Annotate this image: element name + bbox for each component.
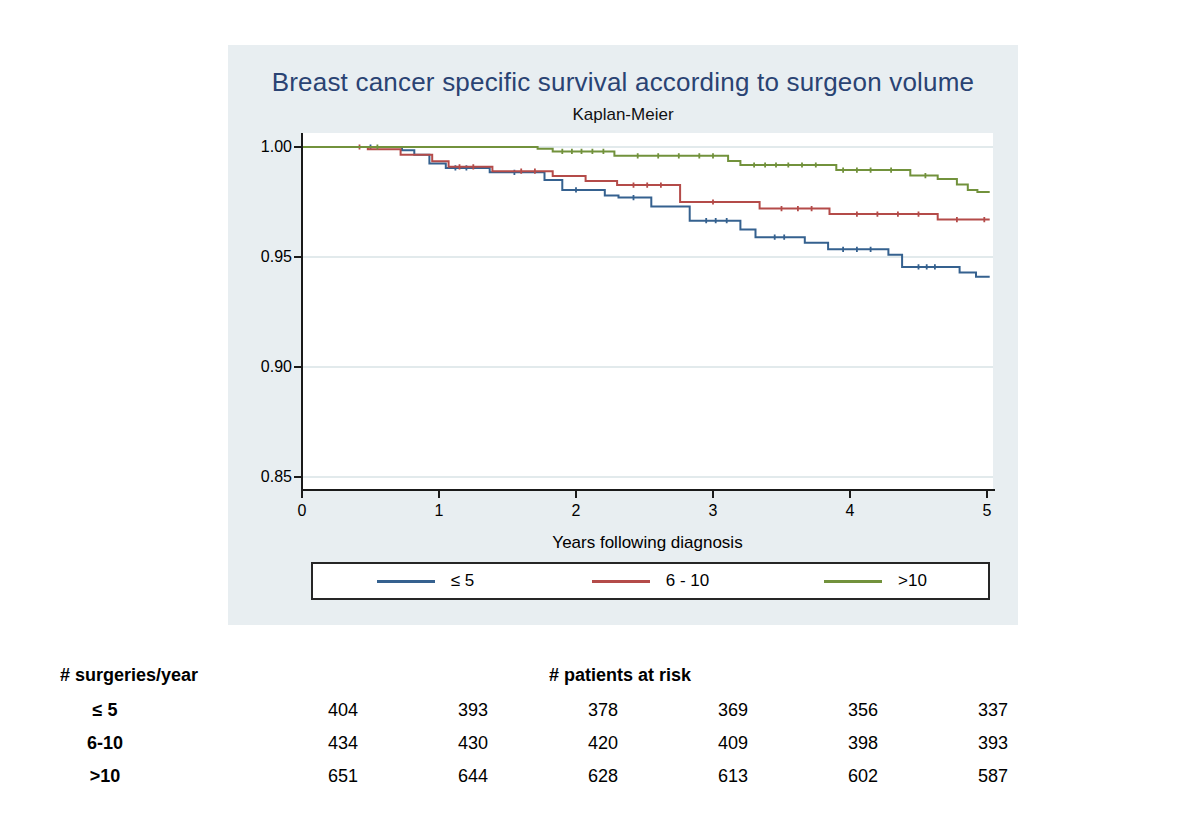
y-tick-label-0.85: 0.85 (236, 467, 292, 487)
x-tick-label-1: 1 (414, 502, 464, 520)
risk-count-cell: 337 (928, 694, 1058, 727)
risk-count-cell: 393 (928, 727, 1058, 760)
legend-label-gt10: >10 (898, 571, 927, 591)
risk-count-cell: 356 (798, 694, 928, 727)
x-tick-label-4: 4 (825, 502, 875, 520)
risk-count-cell: 409 (668, 727, 798, 760)
risk-row-spacer (210, 760, 278, 793)
x-tick-label-3: 3 (688, 502, 738, 520)
legend-entry-le5: ≤ 5 (313, 571, 538, 591)
y-tick-label-0.95: 0.95 (236, 247, 292, 267)
risk-table-rows: ≤ 54043933783693563376-10434430420409398… (0, 694, 1200, 793)
figure-title: Breast cancer specific survival accordin… (228, 67, 1018, 98)
risk-count-cell: 398 (798, 727, 928, 760)
risk-count-cell: 587 (928, 760, 1058, 793)
risk-count-cell: 651 (278, 760, 408, 793)
figure-subtitle: Kaplan-Meier (228, 105, 1018, 125)
risk-count-cell: 602 (798, 760, 928, 793)
y-tick-label-0.90: 0.90 (236, 357, 292, 377)
risk-count-cell: 378 (538, 694, 668, 727)
legend: ≤ 5 6 - 10 >10 (311, 562, 990, 600)
risk-count-cell: 644 (408, 760, 538, 793)
page: Breast cancer specific survival accordin… (0, 0, 1200, 826)
legend-entry-6-10: 6 - 10 (538, 571, 763, 591)
risk-table-row: >10 651644628613602587 (0, 760, 1200, 793)
risk-row-spacer (210, 694, 278, 727)
risk-row-label: 6-10 (0, 727, 210, 760)
risk-table-row-header: # surgeries/year (60, 665, 198, 686)
legend-swatch-6-10 (592, 580, 650, 583)
legend-entry-gt10: >10 (763, 571, 988, 591)
x-tick-label-0: 0 (277, 502, 327, 520)
legend-swatch-gt10 (824, 580, 882, 583)
y-tick-label-1.00: 1.00 (236, 137, 292, 157)
legend-swatch-le5 (377, 580, 435, 583)
risk-count-cell: 430 (408, 727, 538, 760)
risk-count-cell: 393 (408, 694, 538, 727)
legend-label-le5: ≤ 5 (451, 571, 475, 591)
km-figure-panel: Breast cancer specific survival accordin… (228, 45, 1018, 625)
risk-count-cell: 628 (538, 760, 668, 793)
risk-row-label: ≤ 5 (0, 694, 210, 727)
risk-table-row: ≤ 5 404393378369356337 (0, 694, 1200, 727)
x-tick-label-2: 2 (551, 502, 601, 520)
risk-count-cell: 369 (668, 694, 798, 727)
risk-table-row: 6-10 434430420409398393 (0, 727, 1200, 760)
x-axis-title: Years following diagnosis (302, 533, 993, 553)
risk-count-cell: 420 (538, 727, 668, 760)
risk-count-cell: 434 (278, 727, 408, 760)
risk-row-label: >10 (0, 760, 210, 793)
legend-label-6-10: 6 - 10 (666, 571, 709, 591)
risk-row-spacer (210, 727, 278, 760)
x-tick-label-5: 5 (962, 502, 1012, 520)
risk-count-cell: 404 (278, 694, 408, 727)
risk-count-cell: 613 (668, 760, 798, 793)
risk-table-col-header: # patients at risk (549, 665, 691, 686)
